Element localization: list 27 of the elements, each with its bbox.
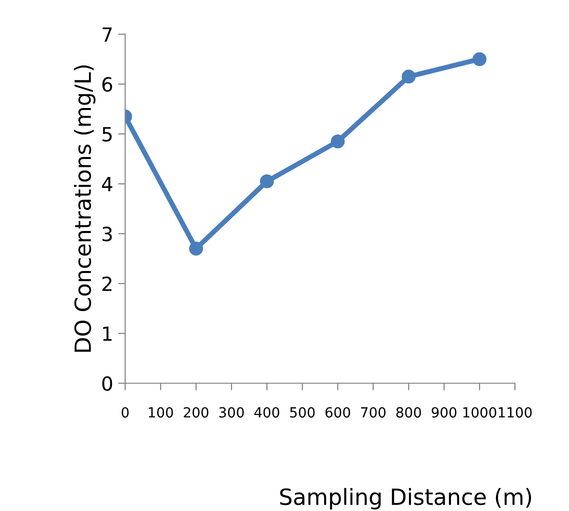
point (260, 174, 274, 188)
point (189, 242, 203, 256)
y-tick-label: 0 (102, 376, 112, 391)
x-tick-label: 400 (254, 407, 280, 418)
y-tick-label: 4 (102, 177, 112, 192)
x-tick-label: 200 (184, 407, 208, 418)
x-tick-label: 700 (361, 407, 386, 418)
point (330, 134, 345, 148)
x-tick-label: 1000 (463, 407, 496, 418)
y-tick-label: 3 (102, 226, 112, 242)
x-axis-title: Sampling Distance (m) (280, 488, 532, 510)
y-tick-label: 5 (102, 127, 112, 142)
y-tick-label: 7 (102, 27, 112, 42)
x-tick-label: 800 (396, 407, 421, 418)
x-tick-label: 0 (122, 407, 129, 418)
x-tick-label: 100 (148, 407, 173, 418)
y-tick-label: 6 (102, 77, 112, 92)
x-tick-label: 900 (432, 407, 456, 418)
y-tick-label: 2 (102, 276, 112, 291)
point (472, 52, 486, 66)
x-tick-label: 1100 (498, 407, 532, 418)
x-tick-label: 500 (290, 407, 315, 418)
point (402, 70, 416, 84)
x-tick-label: 300 (219, 407, 244, 418)
y-axis-title: DO Concentrations (mg/L) (74, 65, 96, 352)
x-tick-label: 600 (325, 407, 350, 418)
y-tick-label: 1 (103, 326, 112, 341)
